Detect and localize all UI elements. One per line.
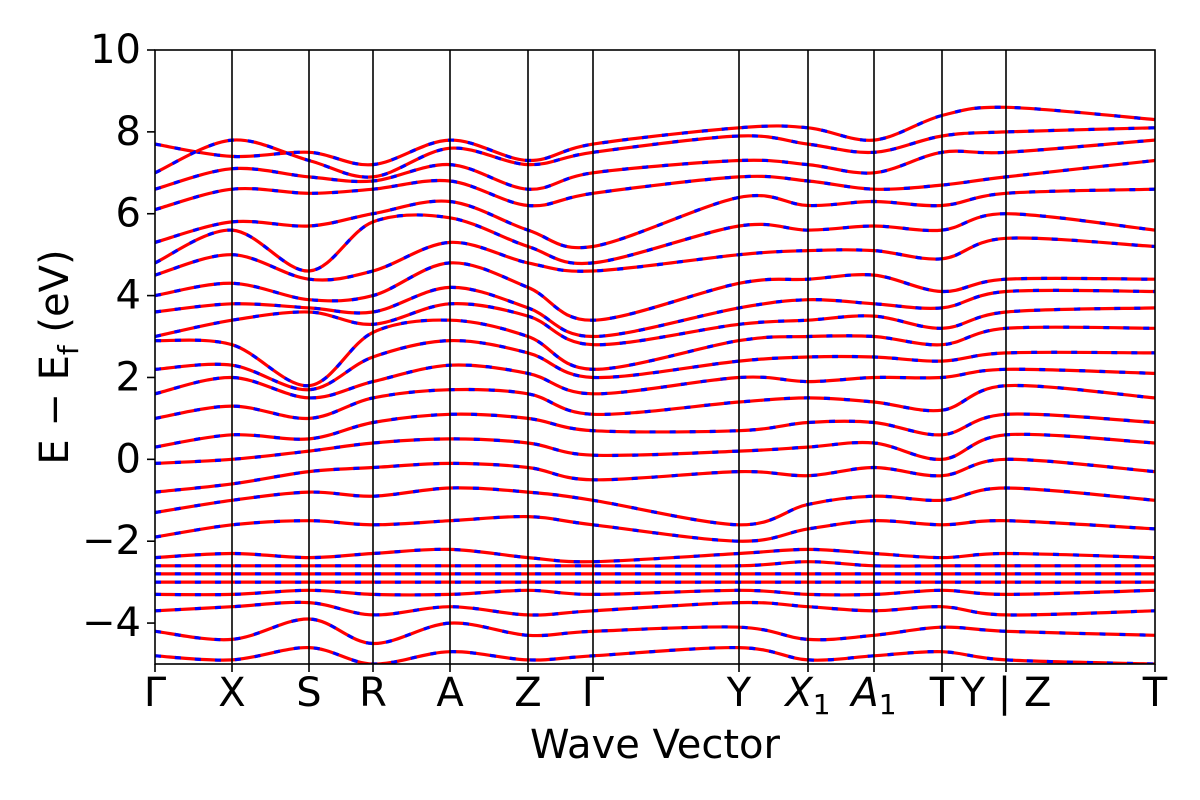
band-line-blue-dashed bbox=[155, 158, 1155, 212]
band-line-blue-dashed bbox=[155, 547, 1155, 564]
band-line-red bbox=[155, 514, 1155, 543]
x-tick-label: X1 bbox=[783, 670, 830, 721]
x-tick-label: A bbox=[436, 670, 464, 716]
band-line-red bbox=[155, 138, 1155, 191]
y-tick-label: 0 bbox=[116, 436, 141, 482]
y-tick-label: 4 bbox=[116, 273, 141, 319]
band-line-blue-dashed bbox=[155, 138, 1155, 191]
band-line-blue-dashed bbox=[155, 236, 1155, 282]
band-line-red bbox=[155, 588, 1155, 597]
band-line-blue-dashed bbox=[155, 261, 1155, 322]
band-line-blue-dashed bbox=[155, 363, 1155, 400]
x-tick-label: T bbox=[1142, 670, 1168, 716]
x-axis-label: Wave Vector bbox=[530, 722, 781, 768]
plot-frame bbox=[154, 49, 1156, 665]
x-tick-label: X bbox=[218, 670, 245, 716]
y-tick-label: −2 bbox=[82, 518, 141, 564]
y-axis-ticks: −4 −2 0 2 4 6 8 10 bbox=[82, 27, 155, 646]
band-line-red bbox=[155, 383, 1155, 421]
y-tick-label: 8 bbox=[116, 109, 141, 155]
band-line-blue-dashed bbox=[155, 302, 1155, 347]
band-line-blue-dashed bbox=[155, 432, 1155, 465]
band-line-blue-dashed bbox=[155, 187, 1155, 250]
x-tick-label: Γ bbox=[582, 670, 605, 716]
band-line-red bbox=[155, 338, 1155, 392]
x-tick-label: A1 bbox=[848, 670, 896, 721]
band-line-blue-dashed bbox=[155, 514, 1155, 543]
band-line-red bbox=[155, 547, 1155, 564]
band-line-red bbox=[155, 212, 1155, 273]
x-tick-label: Y | Z bbox=[960, 670, 1052, 716]
band-line-blue-dashed bbox=[155, 617, 1155, 646]
x-tick-label: Y bbox=[726, 670, 752, 716]
band-line-blue-dashed bbox=[155, 412, 1155, 449]
band-line-blue-dashed bbox=[155, 105, 1155, 167]
y-tick-label: 6 bbox=[116, 191, 141, 237]
band-line-red bbox=[155, 105, 1155, 167]
y-tick-label: 10 bbox=[90, 27, 141, 73]
band-line-blue-dashed bbox=[155, 600, 1155, 617]
band-line-blue-dashed bbox=[155, 645, 1155, 664]
band-line-red bbox=[155, 486, 1155, 527]
band-line-red bbox=[155, 600, 1155, 617]
band-line-red bbox=[155, 302, 1155, 347]
x-tick-label: R bbox=[359, 670, 387, 716]
band-line-blue-dashed bbox=[155, 457, 1155, 494]
band-line-blue-dashed bbox=[155, 338, 1155, 392]
x-tick-label: Z bbox=[514, 670, 541, 716]
y-tick-label: 2 bbox=[116, 354, 141, 400]
kpoint-separators bbox=[231, 50, 1007, 664]
x-tick-label: S bbox=[296, 670, 321, 716]
band-line-red bbox=[155, 236, 1155, 282]
y-axis-label: E − Ef (eV) bbox=[32, 249, 85, 464]
x-tick-label: Γ bbox=[144, 670, 167, 716]
x-tick-label: T bbox=[929, 670, 955, 716]
band-line-blue-dashed bbox=[155, 212, 1155, 273]
band-lines bbox=[155, 105, 1155, 664]
y-tick-label: −4 bbox=[82, 600, 141, 646]
band-line-blue-dashed bbox=[155, 285, 1155, 339]
